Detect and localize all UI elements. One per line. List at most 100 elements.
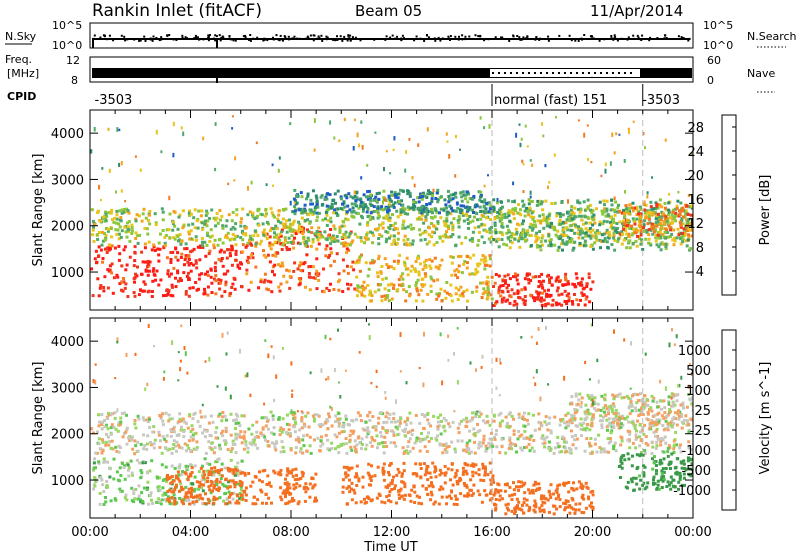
heatmap-cell — [664, 236, 668, 240]
heatmap-cell — [540, 200, 544, 204]
heatmap-cell — [556, 235, 560, 239]
nsky-point — [184, 36, 187, 39]
heatmap-cell — [595, 207, 598, 211]
heatmap-cell — [655, 427, 659, 431]
heatmap-cell — [298, 223, 302, 227]
heatmap-cell — [359, 200, 363, 204]
heatmap-cell — [125, 498, 129, 502]
heatmap-cell — [168, 447, 172, 451]
heatmap-cell — [279, 242, 283, 246]
heatmap-cell — [425, 242, 429, 246]
heatmap-cell — [685, 204, 689, 208]
heatmap-cell — [448, 154, 451, 159]
heatmap-cell — [376, 283, 380, 286]
heatmap-cell — [160, 150, 163, 154]
heatmap-cell — [607, 441, 611, 445]
heatmap-cell — [188, 413, 192, 417]
heatmap-cell — [562, 421, 566, 425]
heatmap-cell — [319, 439, 323, 443]
heatmap-cell — [515, 132, 518, 138]
heatmap-cell — [112, 477, 116, 481]
heatmap-cell — [125, 413, 128, 417]
heatmap-cell — [96, 211, 100, 214]
heatmap-cell — [386, 231, 390, 234]
heatmap-cell — [257, 286, 261, 290]
heatmap-cell — [123, 464, 127, 468]
heatmap-cell — [299, 269, 303, 272]
heatmap-cells — [90, 323, 693, 516]
heatmap-cell — [172, 266, 176, 270]
heatmap-cell — [490, 235, 494, 239]
heatmap-cell — [315, 231, 318, 235]
heatmap-cell — [477, 443, 481, 446]
heatmap-cell — [137, 484, 141, 488]
heatmap-cell — [590, 234, 594, 238]
heatmap-cell — [382, 189, 386, 193]
heatmap-cell — [564, 272, 568, 276]
heatmap-cell — [547, 233, 551, 237]
heatmap-cell — [406, 418, 410, 422]
heatmap-cell — [357, 206, 361, 210]
heatmap-cell — [547, 440, 551, 444]
heatmap-cell — [462, 448, 466, 452]
heatmap-cell — [157, 253, 161, 257]
heatmap-cell — [657, 236, 661, 240]
heatmap-cell — [109, 499, 113, 503]
heatmap-cell — [244, 493, 248, 497]
heatmap-cell — [454, 292, 458, 296]
heatmap-cell — [302, 487, 306, 491]
heatmap-cell — [523, 417, 526, 421]
heatmap-cell — [549, 431, 553, 435]
heatmap-cell — [487, 237, 491, 241]
heatmap-cell — [558, 450, 562, 454]
heatmap-cell — [545, 435, 549, 439]
heatmap-cell — [623, 159, 626, 163]
heatmap-cell — [171, 222, 175, 226]
heatmap-cell — [337, 412, 341, 416]
heatmap-cell — [216, 471, 220, 475]
heatmap-cell — [257, 435, 260, 439]
heatmap-cell — [267, 427, 270, 431]
heatmap-cell — [532, 439, 536, 442]
heatmap-cell — [414, 283, 418, 287]
heatmap-cell — [545, 423, 549, 427]
heatmap-cell — [646, 222, 650, 226]
heatmap-cell — [118, 423, 122, 427]
heatmap-cell — [382, 421, 386, 424]
heatmap-cell — [582, 286, 586, 290]
heatmap-cell — [264, 438, 267, 442]
heatmap-cell — [216, 469, 220, 473]
heatmap-cell — [214, 436, 218, 440]
heatmap-cell — [359, 204, 363, 208]
heatmap-cell — [513, 199, 516, 204]
heatmap-cell — [117, 232, 121, 236]
heatmap-cell — [291, 239, 295, 243]
heatmap-cell — [513, 443, 517, 447]
heatmap-cell — [136, 497, 140, 501]
heatmap-cell — [443, 198, 447, 202]
heatmap-cell — [299, 230, 303, 234]
heatmap-cell — [588, 208, 592, 212]
heatmap-cell — [390, 194, 394, 197]
heatmap-cell — [118, 209, 122, 213]
heatmap-cell — [227, 480, 231, 484]
heatmap-cell — [235, 208, 239, 212]
heatmap-cell — [453, 494, 457, 498]
heatmap-cell — [100, 423, 104, 426]
heatmap-cell — [652, 414, 656, 418]
heatmap-cell — [529, 159, 532, 162]
heatmap-cell — [522, 190, 525, 194]
heatmap-cell — [563, 233, 566, 237]
heatmap-cell — [97, 424, 101, 428]
heatmap-cell — [589, 236, 593, 240]
nsky-point — [196, 36, 199, 39]
nsky-point — [516, 35, 519, 37]
heatmap-cell — [422, 207, 426, 211]
heatmap-cell — [130, 473, 134, 477]
heatmap-cell — [408, 450, 412, 453]
heatmap-cell — [438, 443, 442, 447]
heatmap-cell — [670, 214, 674, 218]
heatmap-cell — [118, 128, 121, 132]
heatmap-cell — [537, 420, 541, 424]
heatmap-cell — [101, 230, 104, 234]
